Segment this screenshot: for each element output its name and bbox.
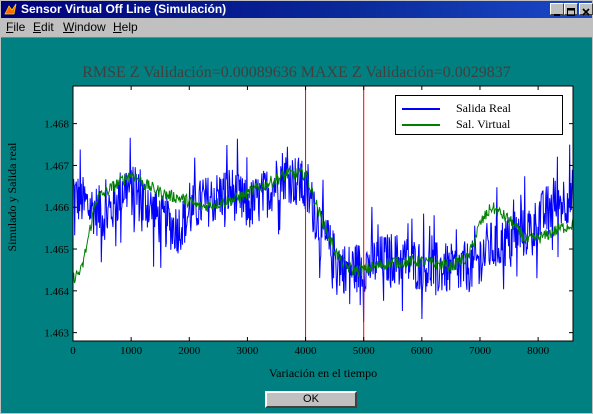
x-tick-label-8: 8000 <box>527 345 550 357</box>
y-tick-label-2: 1.465 <box>44 244 69 256</box>
menu-bar: File Edit Window Help <box>1 18 592 38</box>
y-tick-label-3: 1.466 <box>44 202 69 214</box>
series-line-virtual <box>72 165 574 284</box>
legend-line-real <box>402 108 440 110</box>
menu-help[interactable]: Help <box>113 20 138 35</box>
legend-label-real: Salida Real <box>456 101 511 115</box>
x-tick-label-6: 6000 <box>411 345 434 357</box>
plot-frame <box>72 85 574 342</box>
y-tick-label-1: 1.464 <box>44 286 69 298</box>
legend-entry-real: Salida Real <box>396 101 562 115</box>
x-tick-label-0: 0 <box>70 345 76 357</box>
legend-label-virtual: Sal. Virtual <box>456 117 511 131</box>
menu-file-accel: F <box>6 20 14 34</box>
x-tick-label-7: 7000 <box>469 345 492 357</box>
close-icon <box>582 8 590 16</box>
menu-window-accel: W <box>63 20 75 34</box>
y-tick-label-0: 1.463 <box>44 328 69 340</box>
matlab-figure-icon <box>4 3 17 15</box>
x-tick-label-4: 4000 <box>295 345 318 357</box>
y-axis-label: Simulado y Salida real <box>5 142 19 252</box>
ok-button[interactable]: OK <box>265 391 357 408</box>
menu-file-rest: ile <box>13 20 26 34</box>
x-tick-label-3: 3000 <box>236 345 259 357</box>
x-axis-label: Variación en el tiempo <box>268 366 378 380</box>
maximize-button[interactable] <box>564 3 578 16</box>
title-bar[interactable]: Sensor Virtual Off Line (Simulación) <box>1 1 593 18</box>
y-tick-label-5: 1.468 <box>44 119 69 131</box>
minimize-button[interactable] <box>550 3 564 16</box>
menu-window-rest: indow <box>74 20 106 34</box>
legend-line-virtual <box>402 124 440 126</box>
menu-edit-rest: dit <box>41 20 54 34</box>
menu-window[interactable]: Window <box>63 20 106 35</box>
series-line-real <box>72 137 574 323</box>
menu-help-rest: elp <box>121 20 138 34</box>
x-tick-label-2: 2000 <box>178 345 201 357</box>
plot-title: RMSE Z Validación=0.00089636 MAXE Z Vali… <box>82 64 511 81</box>
menu-file[interactable]: File <box>6 20 25 35</box>
y-tick-label-4: 1.467 <box>44 160 69 172</box>
menu-edit-accel: E <box>33 20 42 34</box>
window-title: Sensor Virtual Off Line (Simulación) <box>21 2 227 16</box>
legend: Salida Real Sal. Virtual <box>395 95 563 135</box>
maximize-icon <box>567 8 575 16</box>
legend-entry-virtual: Sal. Virtual <box>396 117 562 131</box>
minimize-icon <box>554 14 560 16</box>
menu-edit[interactable]: Edit <box>33 20 54 35</box>
x-tick-label-1: 1000 <box>120 345 143 357</box>
x-tick-label-5: 5000 <box>353 345 376 357</box>
close-button[interactable] <box>579 3 593 16</box>
menu-help-accel: H <box>113 20 122 34</box>
